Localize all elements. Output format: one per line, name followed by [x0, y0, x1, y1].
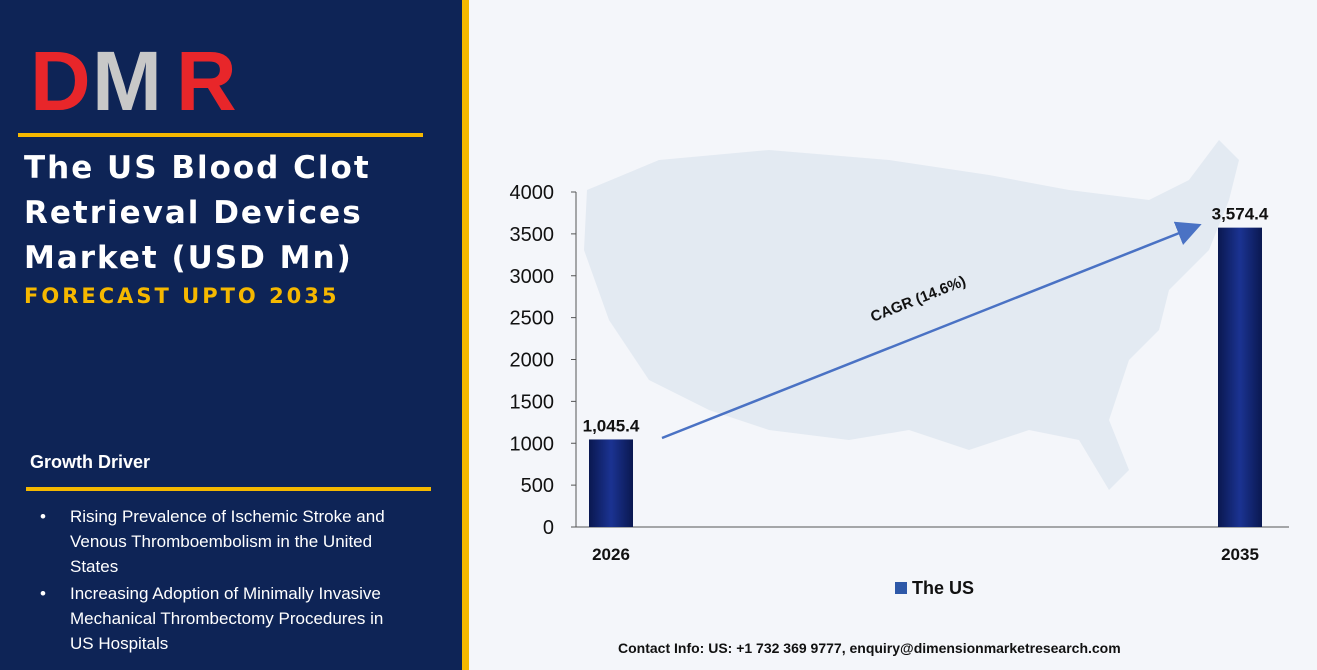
growth-driver-list: • Rising Prevalence of Ischemic Stroke a… [40, 504, 430, 656]
legend-swatch-icon [895, 582, 907, 594]
growth-driver-heading: Growth Driver [30, 452, 151, 472]
list-item-line: Increasing Adoption of Minimally Invasiv… [70, 584, 381, 603]
bars: 1,045.4 2026 3,574.4 2035 [583, 205, 1269, 564]
y-tick-label: 2500 [510, 308, 555, 330]
y-tick-label: 4000 [510, 182, 555, 204]
bar-2026 [589, 439, 633, 527]
list-item: • Increasing Adoption of Minimally Invas… [40, 581, 430, 656]
panel-divider [462, 0, 469, 670]
bullet-icon: • [40, 584, 46, 603]
x-tick-label: 2026 [592, 545, 630, 564]
us-map-background [584, 140, 1239, 490]
cagr-arrow [661, 221, 1202, 440]
growth-driver-rule [26, 487, 431, 491]
title-line-2: Retrieval Devices [24, 195, 363, 231]
list-item: • Rising Prevalence of Ischemic Stroke a… [40, 504, 430, 579]
chart-legend: The US [895, 578, 974, 598]
x-tick-label: 2035 [1221, 545, 1259, 564]
logo-letter-d: D [30, 36, 91, 122]
page-title: The US Blood Clot Retrieval Devices Mark… [24, 146, 444, 281]
y-tick-label: 500 [521, 475, 554, 497]
logo-letter-m: M [92, 36, 162, 122]
page-subtitle: FORECAST UPTO 2035 [24, 284, 340, 308]
list-item-line: US Hospitals [70, 634, 169, 653]
title-line-3: Market (USD Mn) [24, 240, 353, 276]
y-tick-label: 3000 [510, 266, 555, 288]
dmr-logo: D M R [30, 36, 237, 122]
list-item-line: States [70, 557, 119, 576]
logo-letter-r: R [176, 36, 237, 122]
list-item-line: Mechanical Thrombectomy Procedures in [70, 609, 384, 628]
legend-label: The US [912, 578, 974, 598]
title-line-1: The US Blood Clot [24, 150, 371, 186]
title-top-rule [18, 133, 423, 137]
left-panel: D M R The US Blood Clot Retrieval Device… [0, 0, 462, 670]
y-tick-label: 2000 [510, 350, 555, 372]
contact-info: Contact Info: US: +1 732 369 9777, enqui… [618, 640, 1121, 656]
y-tick-label: 1000 [510, 433, 555, 455]
data-label: 1,045.4 [583, 416, 640, 435]
data-label: 3,574.4 [1212, 205, 1269, 224]
bar-chart: 0 500 1000 1500 2000 2500 3000 3500 4000 1,045.4… [510, 140, 1289, 598]
y-tick-label: 3500 [510, 224, 555, 246]
y-tick-label: 0 [543, 517, 554, 539]
y-tick-label: 1500 [510, 391, 555, 413]
bar-2035 [1218, 227, 1262, 528]
y-axis: 0 500 1000 1500 2000 2500 3000 3500 4000 [510, 182, 1289, 539]
list-item-line: Venous Thromboembolism in the United [70, 532, 373, 551]
bullet-icon: • [40, 507, 46, 526]
list-item-line: Rising Prevalence of Ischemic Stroke and [70, 507, 385, 526]
